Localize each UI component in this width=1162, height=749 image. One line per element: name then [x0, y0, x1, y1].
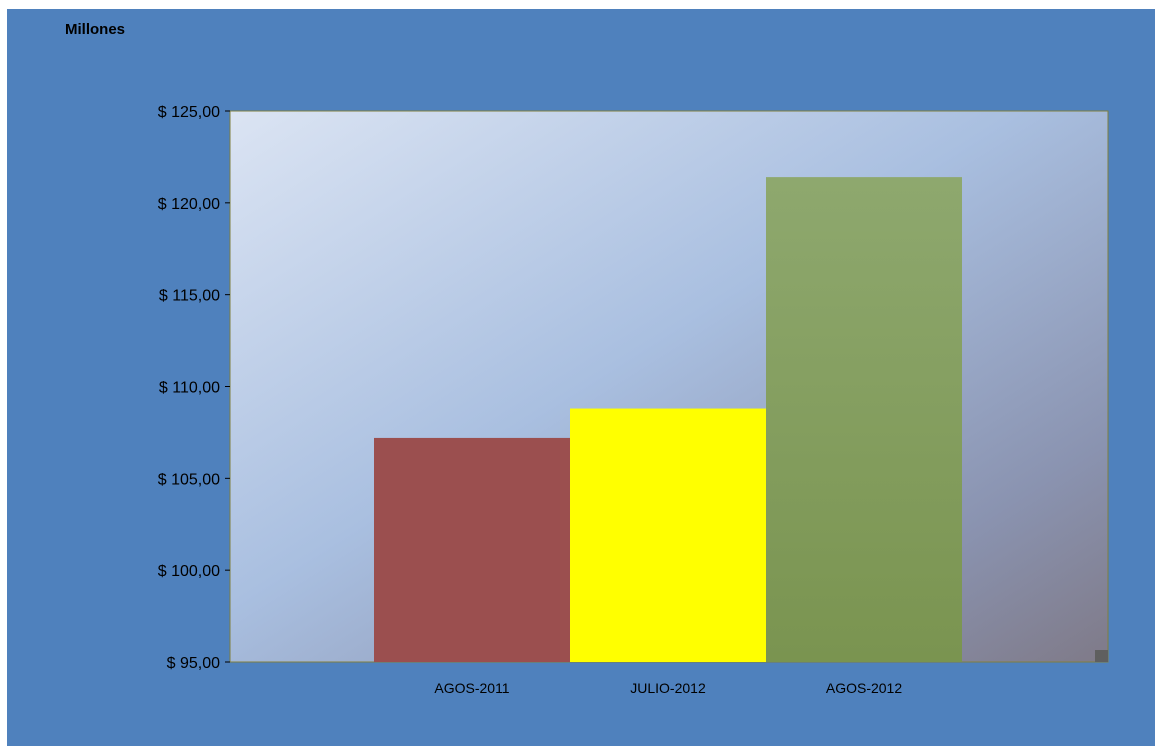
x-tick-label: AGOS-2011 [434, 680, 509, 696]
y-tick-label: $ 95,00 [167, 655, 220, 672]
bar-julio-2012 [570, 408, 766, 662]
x-tick-label: AGOS-2012 [826, 680, 902, 696]
y-ticks-group: $ 95,00 $ 100,00 $ 105,00 $ 110,00 $ 115,00 $… [158, 104, 230, 672]
x-tick-label: JULIO-2012 [630, 680, 706, 696]
y-tick-label: $ 100,00 [158, 563, 220, 580]
y-tick-label: $ 105,00 [158, 471, 220, 488]
unit-label: Millones [65, 21, 126, 38]
chart-area: Millones $ 95,00 $ 100,00 $ 105,00 $ 110,00… [7, 9, 1155, 746]
y-tick-label: $ 110,00 [159, 380, 220, 397]
y-tick-label: $ 125,00 [158, 104, 220, 121]
bar-agos-2011 [374, 437, 570, 662]
plot-corner-marker [1095, 650, 1108, 662]
y-tick-label: $ 120,00 [158, 196, 220, 213]
bar-agos-2012 [766, 177, 962, 662]
y-tick-label: $ 115,00 [159, 288, 220, 305]
bars-group [374, 177, 962, 662]
x-ticks-group: AGOS-2011 JULIO-2012 AGOS-2012 [434, 680, 902, 696]
chart-svg: $ 95,00 $ 100,00 $ 105,00 $ 110,00 $ 115,00 $… [158, 104, 1109, 696]
